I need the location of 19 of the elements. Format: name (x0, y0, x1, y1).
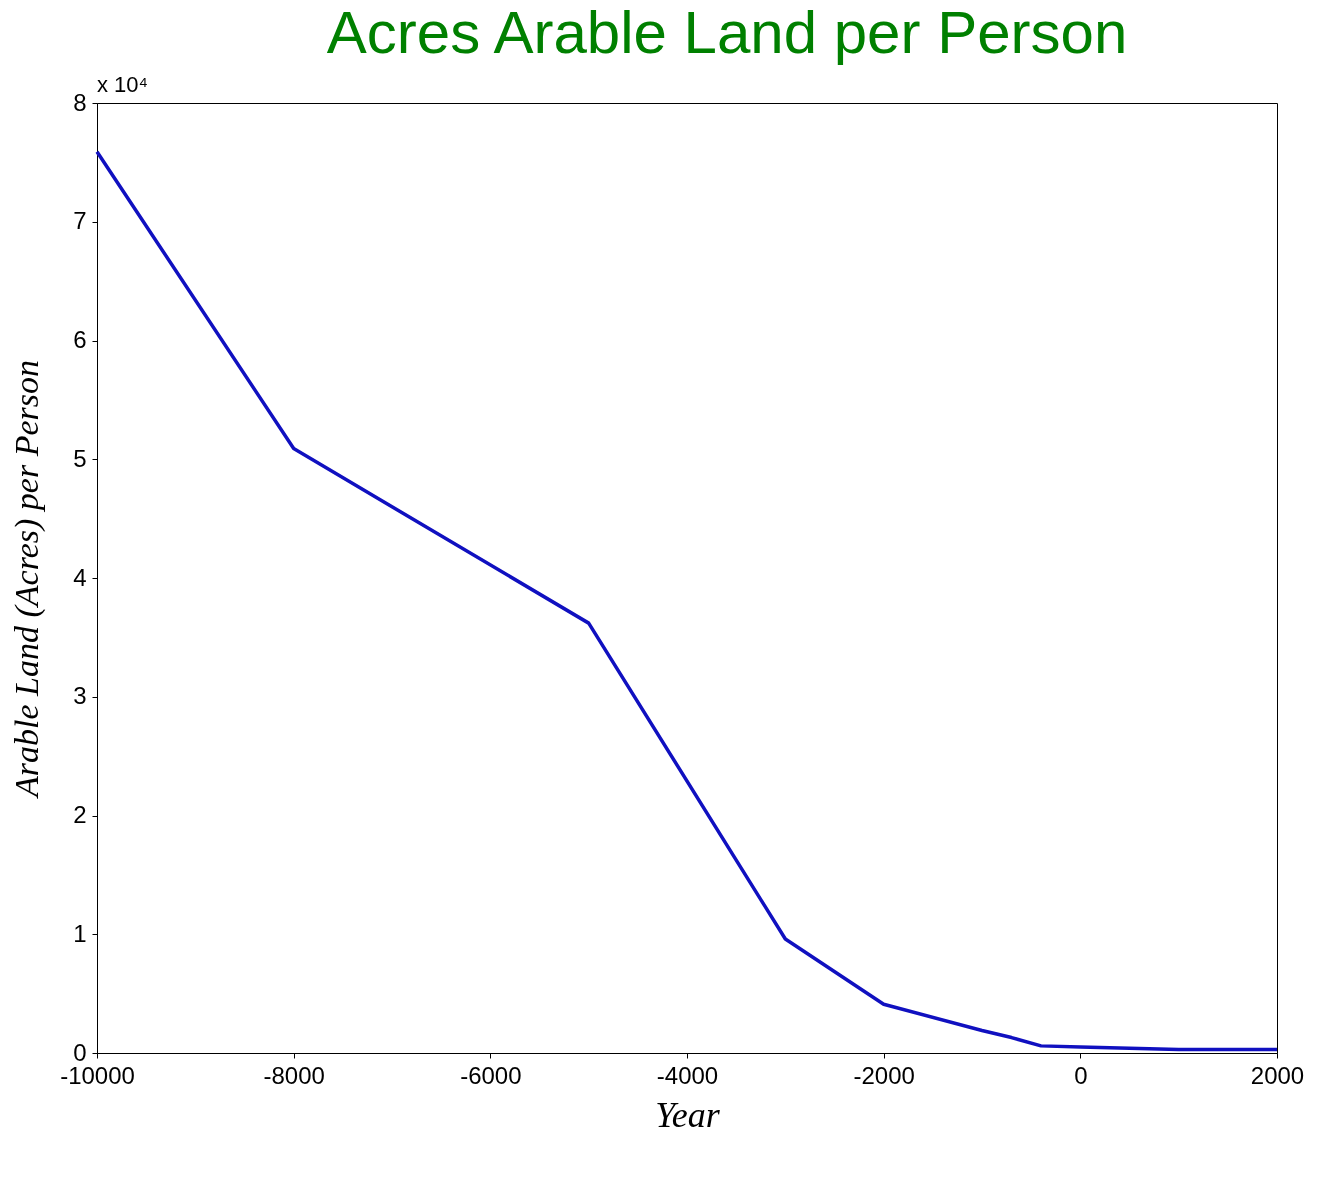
y-tick-label: 3 (73, 682, 87, 710)
x-tick-label: -6000 (460, 1061, 522, 1089)
x-tick-label: -2000 (853, 1061, 915, 1089)
text: x 10⁴ (97, 72, 149, 97)
x-tick-label: 2000 (1250, 1061, 1305, 1089)
x-tick-label: -4000 (656, 1061, 719, 1089)
y-axis-title: Arable Land (Acres) per Person (8, 360, 47, 799)
y-tick-label: 8 (73, 88, 87, 116)
y-tick-label: 7 (73, 207, 87, 235)
y-tick-label: 6 (73, 326, 87, 353)
x-tick-label: -8000 (263, 1061, 325, 1089)
line-series (95, 149, 1279, 1052)
y-tick-label: 4 (73, 563, 87, 591)
y-tick-label: 2 (73, 801, 87, 828)
y-tick-label: 1 (73, 919, 87, 947)
y-tick-label: 5 (73, 444, 87, 472)
x-tick-label: 0 (1074, 1061, 1088, 1089)
x-axis-title: Year (655, 1094, 721, 1135)
chart-title: Acres Arable Land per Person (326, 0, 1128, 66)
